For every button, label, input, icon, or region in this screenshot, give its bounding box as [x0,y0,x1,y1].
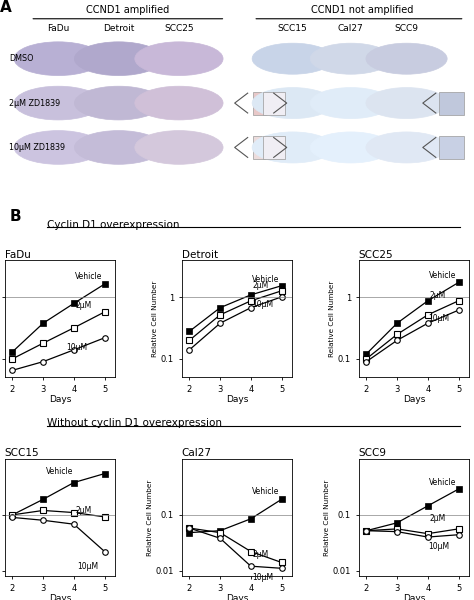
Circle shape [135,86,223,120]
Text: 2μM: 2μM [252,550,269,559]
Text: B: B [9,209,21,224]
FancyBboxPatch shape [439,136,464,159]
Text: SCC9: SCC9 [394,24,419,33]
Text: SCC15: SCC15 [5,448,39,458]
Text: Cal27: Cal27 [182,448,212,458]
Text: 2μM: 2μM [429,290,446,299]
Text: 2μM: 2μM [252,281,269,290]
Circle shape [74,131,163,164]
Text: Detroit: Detroit [103,24,134,33]
Text: 10μM: 10μM [77,562,98,571]
Text: SCC15: SCC15 [278,24,308,33]
Text: 2μM: 2μM [429,514,446,523]
Circle shape [310,132,392,163]
Circle shape [14,131,102,164]
Y-axis label: Relative Cell Number: Relative Cell Number [147,479,153,556]
FancyBboxPatch shape [263,136,285,159]
Y-axis label: Relative Cell Number: Relative Cell Number [329,281,335,357]
Circle shape [310,43,392,74]
Text: Vehicle: Vehicle [429,271,456,280]
Text: FaDu: FaDu [5,250,31,260]
Y-axis label: Relative Cell Number: Relative Cell Number [152,281,158,357]
Circle shape [252,132,333,163]
Circle shape [366,88,447,119]
Text: Without cyclin D1 overexpression: Without cyclin D1 overexpression [47,418,222,428]
Text: 10μM: 10μM [428,542,449,551]
Text: Vehicle: Vehicle [429,478,456,487]
Circle shape [252,88,333,119]
Text: Cal27: Cal27 [338,24,364,33]
Circle shape [74,86,163,120]
Text: SCC9: SCC9 [359,448,387,458]
Circle shape [74,42,163,76]
Text: Vehicle: Vehicle [252,275,280,284]
Circle shape [366,43,447,74]
Text: DMSO: DMSO [9,54,34,63]
Text: SCC25: SCC25 [359,250,393,260]
Text: 10μM ZD1839: 10μM ZD1839 [9,143,65,152]
Text: FaDu: FaDu [47,24,69,33]
FancyBboxPatch shape [439,92,464,115]
FancyBboxPatch shape [263,92,285,115]
Text: CCND1 amplified: CCND1 amplified [86,5,170,16]
Y-axis label: Relative Cell Number: Relative Cell Number [324,479,330,556]
Text: 10μM: 10μM [252,573,273,582]
Circle shape [135,42,223,76]
Text: 2μM: 2μM [75,301,91,310]
X-axis label: Days: Days [49,594,71,600]
Circle shape [252,43,333,74]
Circle shape [310,88,392,119]
Text: 2μM ZD1839: 2μM ZD1839 [9,98,61,107]
X-axis label: Days: Days [226,395,248,404]
Text: Vehicle: Vehicle [75,272,103,281]
X-axis label: Days: Days [49,395,71,404]
Text: A: A [0,0,12,15]
Circle shape [14,42,102,76]
Text: Cyclin D1 overexpression: Cyclin D1 overexpression [47,220,180,230]
Text: CCND1 not amplified: CCND1 not amplified [311,5,414,16]
Text: Detroit: Detroit [182,250,218,260]
Text: 2μM: 2μM [75,506,91,515]
Text: SCC25: SCC25 [164,24,194,33]
Text: Vehicle: Vehicle [46,467,73,476]
X-axis label: Days: Days [403,395,425,404]
Text: 10μM: 10μM [252,300,273,309]
Text: 10μM: 10μM [66,343,87,352]
FancyBboxPatch shape [253,92,279,115]
Text: 10μM: 10μM [428,314,449,323]
FancyBboxPatch shape [253,136,279,159]
X-axis label: Days: Days [403,594,425,600]
Text: Vehicle: Vehicle [252,487,280,496]
Circle shape [14,86,102,120]
Circle shape [135,131,223,164]
Circle shape [366,132,447,163]
X-axis label: Days: Days [226,594,248,600]
